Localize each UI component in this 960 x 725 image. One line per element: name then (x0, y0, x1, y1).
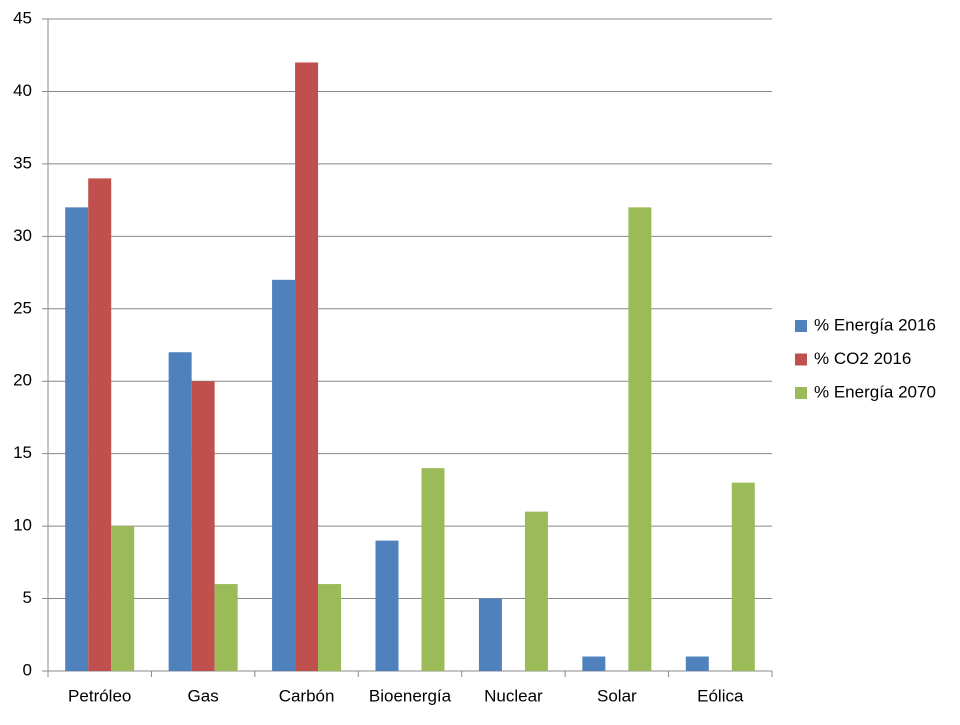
legend-swatch (795, 353, 807, 366)
y-tick-label: 20 (13, 371, 32, 390)
x-tick-label: Eólica (697, 686, 744, 705)
y-tick-label: 10 (13, 516, 32, 535)
bar (318, 584, 342, 671)
x-tick-label: Bioenergía (369, 686, 452, 705)
bar (421, 468, 445, 671)
bar (272, 279, 296, 671)
bar (731, 482, 755, 671)
y-tick-label: 5 (23, 588, 32, 607)
bar (295, 62, 319, 671)
y-tick-label: 45 (13, 8, 32, 27)
x-tick-label: Nuclear (484, 686, 543, 705)
y-tick-label: 0 (23, 660, 32, 679)
x-tick-label: Petróleo (68, 686, 131, 705)
legend-label: % Energía 2016 (814, 315, 936, 334)
y-tick-label: 15 (13, 443, 32, 462)
bar (168, 352, 192, 671)
bar (582, 656, 606, 671)
bar (375, 540, 399, 671)
y-tick-label: 35 (13, 153, 32, 172)
y-tick-label: 30 (13, 226, 32, 245)
bar (88, 178, 112, 671)
bar (214, 584, 238, 671)
y-tick-label: 25 (13, 298, 32, 317)
x-tick-label: Carbón (279, 686, 335, 705)
legend-label: % Energía 2070 (814, 382, 936, 401)
legend-swatch (795, 387, 807, 399)
bar (524, 511, 548, 671)
bar (685, 656, 709, 671)
x-tick-label: Solar (597, 686, 637, 705)
bar (191, 381, 215, 671)
y-tick-label: 40 (13, 81, 32, 100)
bar (628, 207, 652, 671)
bar (478, 598, 502, 671)
x-tick-label: Gas (188, 686, 219, 705)
legend-swatch (795, 320, 807, 332)
legend-label: % CO2 2016 (814, 349, 911, 368)
bar (111, 526, 135, 671)
bar (65, 207, 89, 671)
